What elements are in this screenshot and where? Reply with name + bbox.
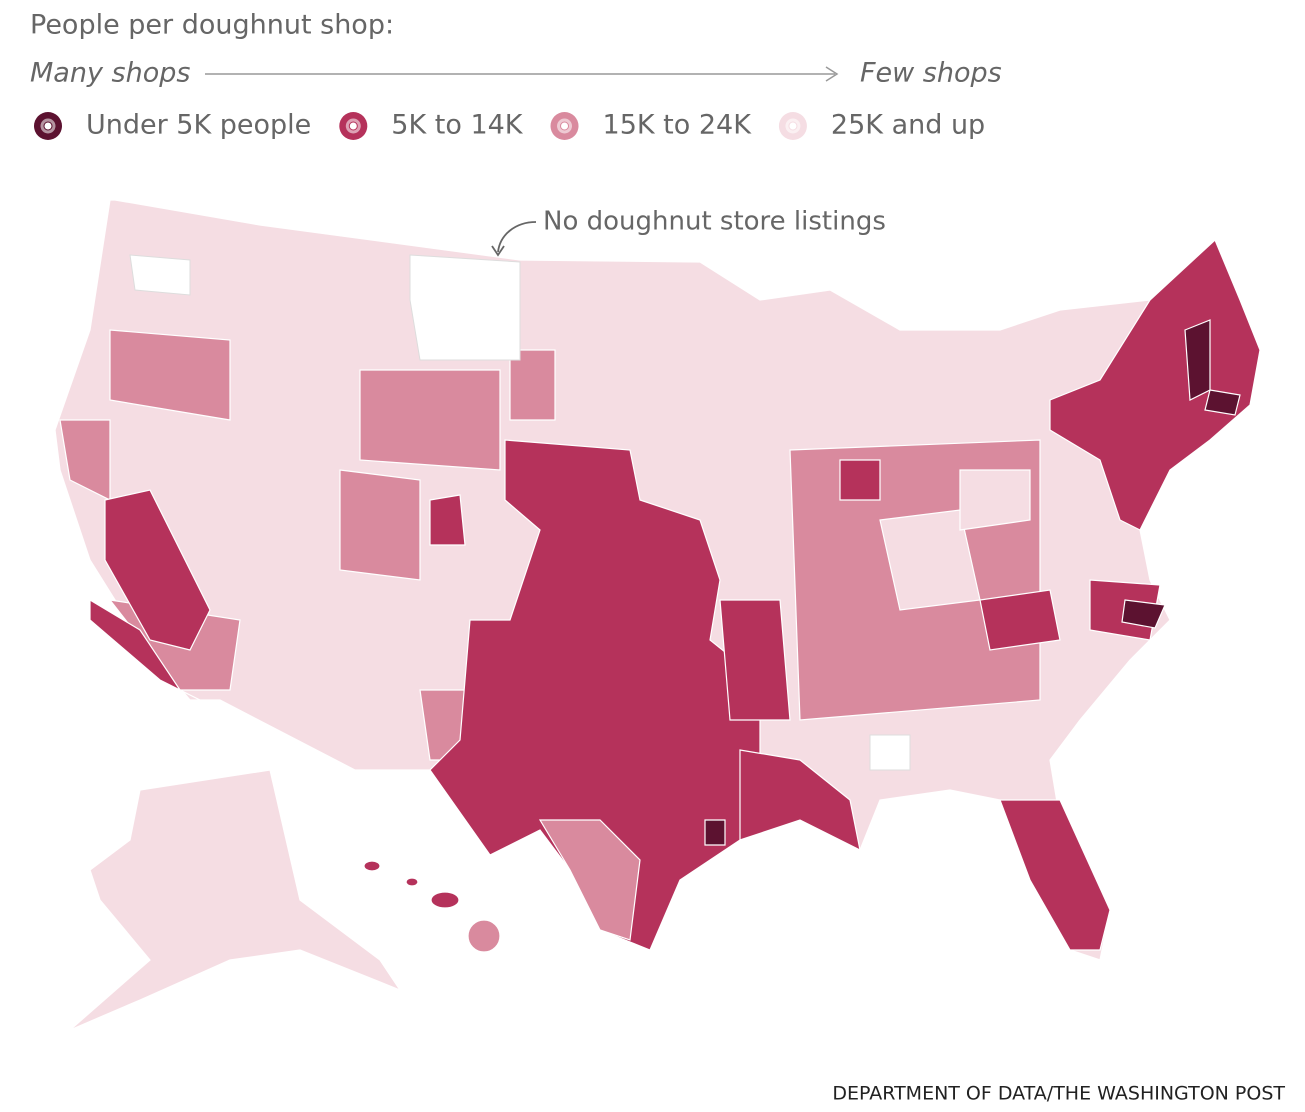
annotation-arrowhead bbox=[491, 245, 505, 257]
hawaii bbox=[363, 860, 381, 872]
title: People per doughnut shop: bbox=[30, 10, 394, 41]
scale-right: Few shops bbox=[860, 58, 1002, 89]
scale-left: Many shops bbox=[30, 58, 190, 89]
annotation: No doughnut store listings bbox=[543, 207, 886, 237]
no-listings-area bbox=[129, 254, 191, 296]
region bbox=[719, 599, 791, 721]
source: DEPARTMENT OF DATA/THE WASHINGTON POST bbox=[832, 1083, 1285, 1105]
annotation-arrow bbox=[497, 221, 537, 253]
legend-swatch-ring bbox=[557, 118, 573, 134]
region bbox=[839, 459, 881, 501]
region bbox=[538, 819, 641, 941]
legend-swatch-hole bbox=[349, 122, 357, 130]
region bbox=[359, 369, 501, 471]
region bbox=[109, 329, 231, 421]
legend-swatch-ring bbox=[345, 118, 361, 134]
legend-label: 25K and up bbox=[831, 110, 985, 141]
region bbox=[1184, 319, 1211, 401]
region bbox=[999, 799, 1111, 951]
legend-swatch-hole bbox=[789, 122, 797, 130]
region bbox=[1049, 238, 1261, 531]
region bbox=[429, 494, 466, 546]
region bbox=[704, 819, 726, 846]
legend-swatch-hole bbox=[44, 122, 52, 130]
legend-label: 15K to 24K bbox=[603, 110, 753, 141]
region bbox=[1121, 599, 1166, 629]
region bbox=[509, 349, 556, 421]
no-listings-area bbox=[869, 734, 911, 771]
region bbox=[89, 598, 201, 701]
legend: Under 5K people 5K to 14K 15K to 24K 25K an… bbox=[34, 110, 985, 141]
region bbox=[1204, 389, 1241, 416]
region bbox=[339, 469, 421, 581]
region bbox=[979, 589, 1061, 651]
legend-swatch-hole bbox=[561, 122, 569, 130]
legend-swatch-ring bbox=[40, 118, 56, 134]
region bbox=[739, 749, 861, 852]
region bbox=[104, 489, 211, 651]
region bbox=[429, 439, 761, 951]
map bbox=[54, 199, 1261, 1031]
region bbox=[959, 469, 1031, 531]
legend-label: Under 5K people bbox=[86, 110, 311, 141]
hawaii bbox=[405, 877, 419, 887]
alaska bbox=[69, 769, 402, 1031]
hawaii bbox=[430, 891, 460, 909]
no-listings-area bbox=[409, 254, 521, 361]
hawaii bbox=[467, 919, 501, 953]
legend-label: 5K to 14K bbox=[391, 110, 524, 141]
scale-arrowhead bbox=[825, 66, 839, 82]
legend-swatch-ring bbox=[785, 118, 801, 134]
